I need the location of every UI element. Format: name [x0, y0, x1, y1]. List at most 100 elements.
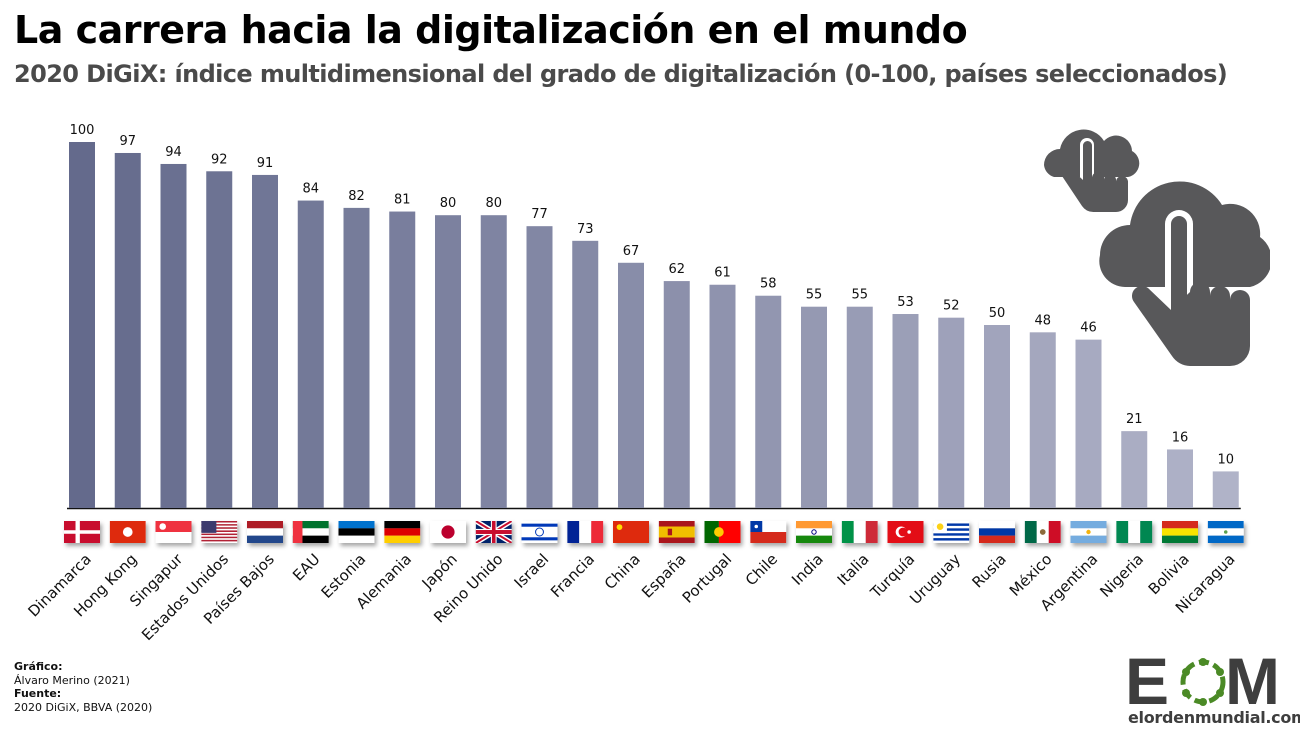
value-label: 55 — [806, 288, 823, 303]
credits: Gráfico: Álvaro Merino (2021) Fuente: 20… — [14, 660, 152, 714]
flag-it-icon — [841, 521, 878, 543]
value-label: 58 — [760, 277, 777, 292]
flag-bo-icon — [1162, 521, 1198, 543]
category-label: EAU — [289, 550, 323, 584]
flag-jp-icon — [430, 521, 466, 543]
cloud-touch-icon — [1044, 129, 1270, 366]
value-label: 81 — [394, 193, 411, 208]
bar-ng — [1121, 431, 1148, 508]
bar-pt — [709, 284, 736, 508]
graphic-author: Álvaro Merino (2021) — [14, 673, 130, 687]
value-label: 16 — [1172, 430, 1189, 445]
category-label: Rusia — [969, 550, 1010, 591]
value-label: 82 — [348, 189, 365, 204]
flag-tr-icon — [887, 521, 924, 543]
category-label: Italia — [834, 550, 873, 589]
flag-pt-icon — [704, 521, 741, 543]
bar-nl — [252, 174, 278, 508]
value-label: 97 — [119, 134, 136, 149]
category-label: Francia — [547, 550, 598, 601]
category-label: Israel — [511, 550, 553, 592]
flag-ar-icon — [1070, 521, 1107, 543]
value-label: 55 — [851, 288, 868, 303]
bar-ee — [343, 207, 370, 508]
flag-dk-icon — [64, 521, 100, 543]
value-label: 21 — [1126, 412, 1143, 427]
flag-ng-icon — [1116, 521, 1153, 543]
category-label: Nigeria — [1096, 550, 1147, 601]
source-label: Fuente: — [14, 687, 62, 700]
bar-ar — [1075, 339, 1102, 508]
bar-tr — [892, 314, 919, 508]
flag-sg-icon — [155, 521, 192, 543]
flag-uy-icon — [933, 521, 970, 543]
bar-gb — [480, 215, 507, 508]
bar-il — [526, 226, 553, 508]
bar-dk — [69, 142, 95, 508]
flag-cn-icon — [613, 521, 649, 543]
value-label: 52 — [943, 299, 960, 314]
value-label: 91 — [257, 156, 274, 171]
bar-sg — [160, 163, 187, 508]
source-value: 2020 DiGiX, BBVA (2020) — [14, 700, 153, 714]
flag-hk-icon — [109, 521, 146, 543]
value-label: 46 — [1080, 321, 1097, 336]
flag-cl-icon — [750, 521, 787, 543]
value-label: 53 — [897, 295, 914, 310]
value-label: 94 — [165, 145, 182, 160]
category-label: Portugal — [679, 550, 736, 607]
bar-in — [801, 306, 827, 508]
eom-logo-mark: E M — [1125, 644, 1280, 718]
bar-uy — [938, 317, 965, 508]
flag-in-icon — [796, 521, 832, 543]
bar-ni — [1212, 471, 1239, 508]
bar-ru — [984, 325, 1010, 508]
value-label: 73 — [577, 222, 594, 237]
bar-cn — [618, 262, 644, 508]
category-label: Uruguay — [906, 550, 964, 608]
flag-ae-icon — [292, 521, 329, 543]
category-label: China — [601, 550, 644, 593]
bar-hk — [114, 152, 141, 509]
bar-it — [846, 306, 873, 508]
flag-es-icon — [658, 521, 695, 543]
value-label: 67 — [623, 244, 640, 259]
category-label: Chile — [742, 550, 781, 589]
flag-us-icon — [201, 521, 238, 543]
bar-us — [206, 171, 233, 508]
bar-de — [389, 211, 416, 509]
flag-ru-icon — [979, 521, 1015, 543]
logo-url: elordenmundial.com — [1128, 708, 1300, 727]
logo-letter-e: E — [1125, 648, 1169, 708]
flag-fr-icon — [567, 521, 604, 543]
value-label: 77 — [531, 207, 548, 222]
value-label: 92 — [211, 152, 228, 167]
bar-es — [663, 281, 690, 508]
flag-nl-icon — [247, 521, 283, 543]
flag-de-icon — [384, 521, 421, 543]
value-label: 48 — [1034, 313, 1051, 328]
flag-gb-icon — [475, 521, 512, 543]
value-label: 100 — [70, 123, 95, 138]
value-label: 62 — [668, 262, 685, 277]
flag-ni-icon — [1207, 521, 1244, 543]
eom-logo: E M elordenmundial.com — [1125, 644, 1300, 728]
value-label: 50 — [989, 306, 1006, 321]
value-label: 84 — [302, 182, 319, 197]
value-label: 80 — [440, 196, 457, 211]
logo-letter-m: M — [1225, 648, 1280, 708]
bar-fr — [572, 240, 599, 508]
bar-jp — [435, 215, 461, 508]
chart-title: La carrera hacia la digitalización en el… — [14, 8, 968, 52]
category-label: Japón — [418, 550, 461, 593]
value-label: 10 — [1217, 452, 1234, 467]
category-label: India — [788, 550, 827, 589]
flag-ee-icon — [338, 521, 375, 543]
bar-cl — [755, 295, 782, 508]
bar-bo — [1167, 449, 1193, 508]
value-label: 61 — [714, 266, 731, 281]
flag-il-icon — [521, 521, 558, 543]
value-label: 80 — [485, 196, 502, 211]
graphic-label: Gráfico: — [14, 660, 63, 673]
